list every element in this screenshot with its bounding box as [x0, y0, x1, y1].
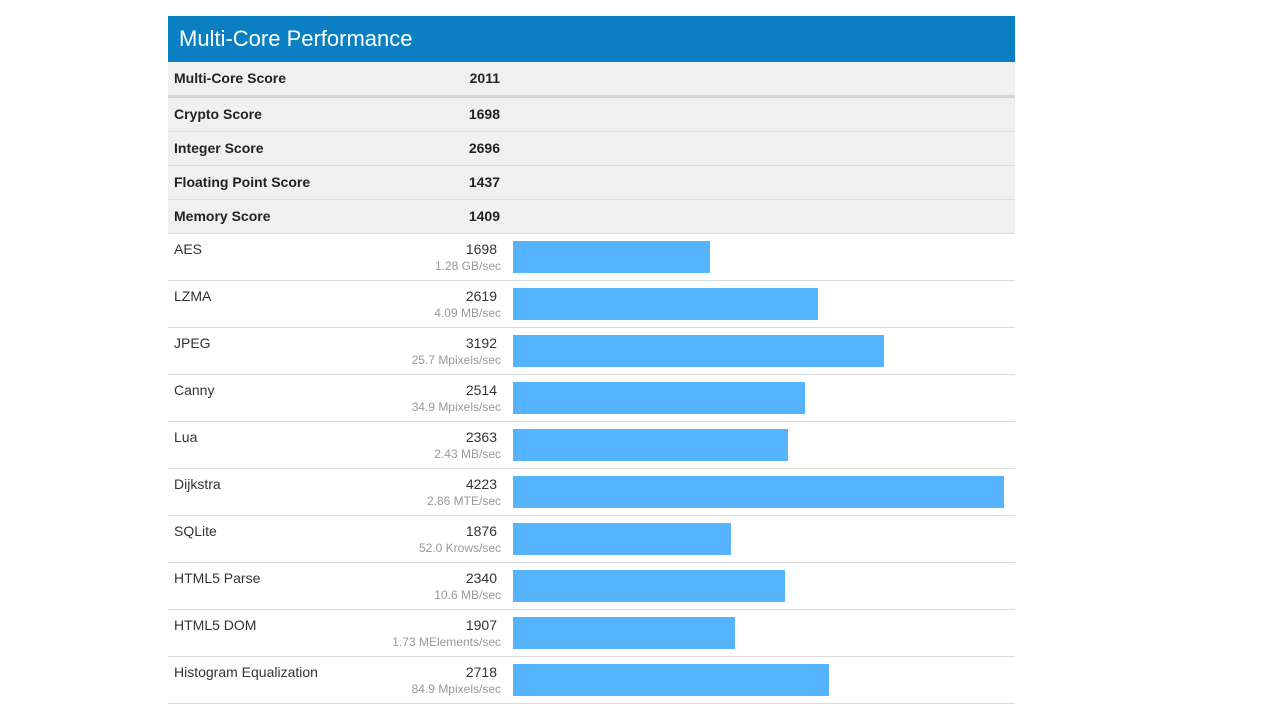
benchmark-row: LZMA 2619 4.09 MB/sec: [168, 281, 1015, 328]
benchmark-name: Histogram Equalization: [174, 664, 318, 680]
summary-label: Multi-Core Score: [174, 70, 287, 86]
benchmark-rate: 1.73 MElements/sec: [392, 635, 501, 649]
summary-value: 1437: [468, 174, 500, 190]
summary-row: Multi-Core Score 2011: [168, 62, 1015, 98]
benchmark-bar: [513, 382, 805, 414]
benchmark-row: HTML5 DOM 1907 1.73 MElements/sec: [168, 610, 1015, 657]
benchmark-bar: [513, 241, 710, 273]
bar-track: [513, 523, 1004, 555]
bar-track: [513, 570, 1004, 602]
benchmark-name: Dijkstra: [174, 476, 221, 492]
bar-track: [513, 288, 1004, 320]
summary-label: Floating Point Score: [174, 174, 311, 190]
benchmark-bar: [513, 570, 785, 602]
benchmark-bar: [513, 664, 829, 696]
benchmark-score: 1698: [465, 241, 497, 257]
benchmark-score: 4223: [465, 476, 497, 492]
benchmark-score: 1907: [465, 617, 497, 633]
performance-panel: Multi-Core Performance Multi-Core Score …: [168, 16, 1015, 704]
benchmark-row: Canny 2514 34.9 Mpixels/sec: [168, 375, 1015, 422]
panel-title: Multi-Core Performance: [168, 16, 1015, 62]
summary-value: 2696: [468, 140, 500, 156]
benchmark-row: JPEG 3192 25.7 Mpixels/sec: [168, 328, 1015, 375]
benchmark-name: JPEG: [174, 335, 211, 351]
benchmark-row: HTML5 Parse 2340 10.6 MB/sec: [168, 563, 1015, 610]
benchmark-row: SQLite 1876 52.0 Krows/sec: [168, 516, 1015, 563]
benchmark-row: AES 1698 1.28 GB/sec: [168, 234, 1015, 281]
summary-row: Floating Point Score 1437: [168, 166, 1015, 200]
benchmark-name: LZMA: [174, 288, 212, 304]
benchmark-bar: [513, 476, 1004, 508]
benchmark-score: 2514: [465, 382, 497, 398]
benchmark-bar: [513, 335, 884, 367]
benchmark-rate: 84.9 Mpixels/sec: [411, 682, 501, 696]
benchmark-row: Dijkstra 4223 2.86 MTE/sec: [168, 469, 1015, 516]
benchmark-name: SQLite: [174, 523, 217, 539]
summary-row: Memory Score 1409: [168, 200, 1015, 234]
benchmark-rate: 2.43 MB/sec: [434, 447, 501, 461]
benchmark-score: 2718: [465, 664, 497, 680]
benchmark-rate: 2.86 MTE/sec: [426, 494, 501, 508]
benchmark-score: 2340: [465, 570, 497, 586]
summary-row: Crypto Score 1698: [168, 98, 1015, 132]
benchmark-name: Lua: [174, 429, 198, 445]
benchmark-score: 2619: [465, 288, 497, 304]
benchmark-row: Histogram Equalization 2718 84.9 Mpixels/s…: [168, 657, 1015, 704]
summary-value: 2011: [469, 70, 500, 86]
benchmark-row: Lua 2363 2.43 MB/sec: [168, 422, 1015, 469]
benchmark-name: HTML5 DOM: [174, 617, 257, 633]
bar-track: [513, 617, 1004, 649]
summary-label: Integer Score: [174, 140, 264, 156]
bar-track: [513, 664, 1004, 696]
summary-table: Multi-Core Score 2011 Crypto Score 1698 …: [168, 62, 1015, 234]
benchmark-score: 3192: [465, 335, 497, 351]
summary-label: Crypto Score: [174, 106, 262, 122]
benchmark-score: 2363: [465, 429, 497, 445]
summary-value: 1409: [468, 208, 500, 224]
bar-track: [513, 429, 1004, 461]
benchmark-rate: 52.0 Krows/sec: [418, 541, 501, 555]
benchmark-rate: 1.28 GB/sec: [434, 259, 501, 273]
benchmark-chart: AES 1698 1.28 GB/sec LZMA 2619 4.09 MB/sec JPE…: [168, 234, 1015, 704]
summary-row: Integer Score 2696: [168, 132, 1015, 166]
bar-track: [513, 241, 1004, 273]
benchmark-rate: 34.9 Mpixels/sec: [411, 400, 501, 414]
bar-track: [513, 476, 1004, 508]
benchmark-bar: [513, 288, 818, 320]
benchmark-rate: 10.6 MB/sec: [434, 588, 501, 602]
bar-track: [513, 335, 1004, 367]
benchmark-bar: [513, 429, 788, 461]
summary-value: 1698: [468, 106, 500, 122]
benchmark-rate: 25.7 Mpixels/sec: [411, 353, 501, 367]
summary-label: Memory Score: [174, 208, 271, 224]
benchmark-bar: [513, 617, 735, 649]
benchmark-name: Canny: [174, 382, 215, 398]
benchmark-name: HTML5 Parse: [174, 570, 261, 586]
benchmark-bar: [513, 523, 731, 555]
benchmark-rate: 4.09 MB/sec: [434, 306, 501, 320]
benchmark-name: AES: [174, 241, 203, 257]
bar-track: [513, 382, 1004, 414]
benchmark-score: 1876: [465, 523, 497, 539]
